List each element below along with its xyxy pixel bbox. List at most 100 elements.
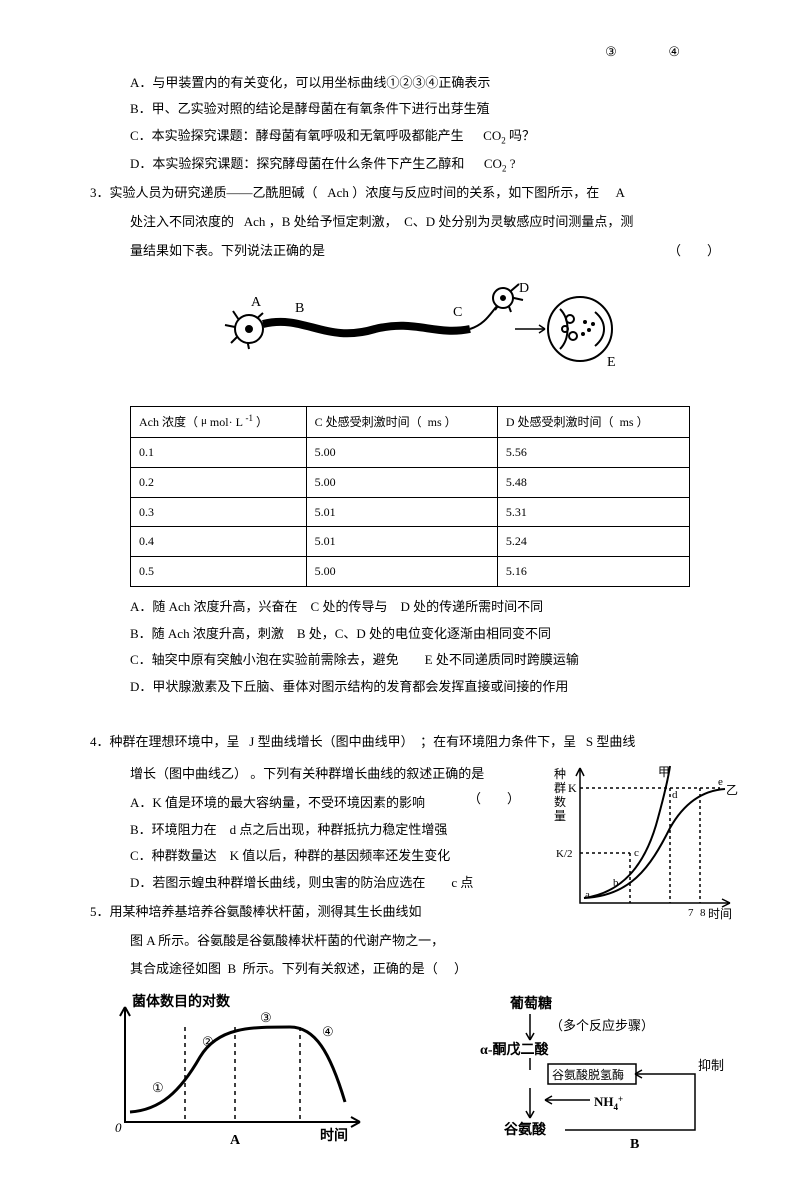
q2-opt-b: B．甲、乙实验对照的结论是酵母菌在有氧条件下进行出芽生殖 (90, 97, 740, 122)
q4-chart: 种 群 数 量 K K/2 甲 乙 a b c d e 7 8 时间 (550, 758, 740, 936)
th-ach: Ach 浓度（ μ mol· L -1 ） (131, 407, 307, 438)
r3c: 5.01 (306, 527, 497, 557)
q4-xlabel: 时间 (708, 907, 732, 921)
q3s2a: 处注入不同浓度的 (130, 214, 234, 229)
r4d: 5.16 (497, 557, 689, 587)
h1f: ） (256, 415, 268, 429)
q3-stem-3: 量结果如下表。下列说法正确的是 （ ） (90, 239, 740, 264)
q2c-pre: C．本实验探究课题：酵母菌有氧呼吸和无氧呼吸都能产生 (130, 128, 464, 143)
q3s1d: A (615, 185, 624, 200)
q5a-xlabel: 时间 (320, 1127, 348, 1144)
q3-opt-a: A．随 Ach 浓度升高，兴奋在 C 处的传导与 D 处的传递所需时间不同 (90, 595, 740, 620)
ach-table: Ach 浓度（ μ mol· L -1 ） C 处感受刺激时间（ ms ） D … (130, 406, 690, 587)
q5b-svg: 葡萄糖 （多个反应步骤） α-酮戊二酸 谷氨酸脱氢酶 NH4+ 谷氨酸 抑制 B (460, 992, 740, 1152)
r2d: 5.31 (497, 497, 689, 527)
table-row: 0.55.005.16 (131, 557, 690, 587)
q3s1b: Ach (327, 185, 349, 200)
q4s1a: 4．种群在理想环境中，呈 (90, 734, 240, 749)
q4s1c: 型曲线增长（图中曲线甲） (258, 734, 414, 749)
table-row: 0.45.015.24 (131, 527, 690, 557)
q5-diagrams: 菌体数目的对数 ① ② ③ ④ 0 A 时间 (90, 992, 740, 1160)
lbl-a: A (251, 295, 262, 310)
q5a-p2: ② (202, 1034, 214, 1049)
q5b-top: 葡萄糖 (509, 995, 552, 1012)
q5a-ylabel: 菌体数目的对数 (132, 993, 231, 1010)
q5a-p1: ① (152, 1080, 164, 1095)
q5a-svg: 菌体数目的对数 ① ② ③ ④ 0 A 时间 (90, 992, 380, 1152)
q5-chart-b: 葡萄糖 （多个反应步骤） α-酮戊二酸 谷氨酸脱氢酶 NH4+ 谷氨酸 抑制 B (460, 992, 740, 1160)
q3-stem-1: 3．实验人员为研究递质——乙酰胆碱（ Ach ）浓度与反应时间的关系，如下图所示… (90, 181, 740, 206)
q3s3a: 量结果如下表。下列说法正确的是 (130, 243, 325, 258)
q5-chart-a: 菌体数目的对数 ① ② ③ ④ 0 A 时间 (90, 992, 380, 1160)
q4-opt-c: C．种群数量达 K 值以后，种群的基因频率还发生变化 (90, 844, 540, 869)
lbl-c: C (453, 305, 462, 320)
q5b-inh: 抑制 (698, 1058, 724, 1073)
q4-ylabel3: 数 (554, 794, 566, 809)
q5b-B: B (630, 1137, 639, 1152)
h2a: C 处感受刺激时间（ (315, 415, 422, 429)
h3c: ） (637, 415, 649, 429)
marker-4: ④ (620, 40, 680, 65)
h1b: μ (201, 415, 207, 427)
h3b: ms (620, 415, 634, 429)
r2c: 5.01 (306, 497, 497, 527)
q4-ylabel4: 量 (554, 809, 566, 823)
r1c: 5.00 (306, 467, 497, 497)
q3s2b: Ach (244, 214, 266, 229)
h1e: -1 (245, 413, 253, 423)
q4s1e: S (586, 734, 593, 749)
table-header: Ach 浓度（ μ mol· L -1 ） C 处感受刺激时间（ ms ） D … (131, 407, 690, 438)
q5s3d: ） (454, 961, 467, 976)
marker-3: ③ (557, 40, 617, 65)
q4-d: d (672, 789, 678, 801)
q5b-bot: 谷氨酸 (504, 1121, 547, 1138)
r4c: 5.00 (306, 557, 497, 587)
lbl-b: B (295, 301, 304, 316)
h1a: Ach 浓度（ (139, 415, 198, 429)
h1d: L (236, 415, 243, 429)
q2-opt-a: A．与甲装置内的有关变化，可以用坐标曲线①②③④正确表示 (90, 71, 740, 96)
q4s2a: 增长（图中曲线乙） (130, 766, 247, 781)
q4s1d: ；在有环境阻力条件下，呈 (420, 734, 576, 749)
th-c: C 处感受刺激时间（ ms ） (306, 407, 497, 438)
q3s2d: C、D 处分别为灵敏感应时间测量点，测 (404, 214, 633, 229)
q4-K2: K/2 (556, 848, 573, 860)
q5a-A: A (230, 1133, 241, 1148)
q4-t8: 8 (700, 907, 706, 919)
r3d: 5.24 (497, 527, 689, 557)
q3-opt-c: C．轴突中原有突触小泡在实验前需除去，避免 E 处不同递质同时跨膜运输 (90, 648, 740, 673)
r1d: 5.48 (497, 467, 689, 497)
q5b-enz: 谷氨酸脱氢酶 (552, 1067, 624, 1082)
q4-jia: 甲 (658, 765, 670, 779)
th-d: D 处感受刺激时间（ ms ） (497, 407, 689, 438)
q4-e: e (718, 776, 723, 788)
q5-stem-2: 图 A 所示。谷氨酸是谷氨酸棒状杆菌的代谢产物之一， (90, 929, 540, 954)
q4s2b: 。下列有关种群增长曲线的叙述正确的是 (250, 766, 484, 781)
lbl-d: D (519, 281, 529, 296)
q4-opt-b: B．环境阻力在 d 点之后出现，种群抵抗力稳定性增强 (90, 818, 540, 843)
q3-paren: （ ） (668, 239, 740, 264)
h3a: D 处感受刺激时间（ (506, 415, 614, 429)
q5a-p3: ③ (260, 1010, 272, 1025)
q2d-co2: CO (484, 156, 502, 171)
q4-svg: 种 群 数 量 K K/2 甲 乙 a b c d e 7 8 时间 (550, 758, 740, 928)
q2-opt-d: D．本实验探究课题：探究酵母菌在什么条件下产生乙醇和 CO2 ? (90, 152, 740, 178)
r1a: 0.2 (131, 467, 307, 497)
h2b: ms (428, 415, 442, 429)
q5b-mid: α-酮戊二酸 (480, 1041, 549, 1058)
q3s2c: ，B 处给予恒定刺激， (269, 214, 398, 229)
q3-opt-d: D．甲状腺激素及下丘脑、垂体对图示结构的发育都会发挥直接或间接的作用 (90, 675, 740, 700)
r0c: 5.00 (306, 437, 497, 467)
q4-stem-1: 4．种群在理想环境中，呈 J 型曲线增长（图中曲线甲） ；在有环境阻力条件下，呈… (90, 730, 740, 755)
r0d: 5.56 (497, 437, 689, 467)
q4-stem-2: 增长（图中曲线乙） 。下列有关种群增长曲线的叙述正确的是 （ ） (90, 762, 540, 787)
h1c: mol· (210, 415, 233, 429)
table-row: 0.25.005.48 (131, 467, 690, 497)
top-markers: ③ ④ (90, 40, 740, 65)
neuron-diagram: A B C D E (90, 274, 740, 393)
lbl-e: E (607, 355, 615, 370)
q2d-co2sub: 2 (502, 163, 507, 173)
q5b-steps: （多个反应步骤） (550, 1018, 654, 1033)
r2a: 0.3 (131, 497, 307, 527)
q2c-co2sub: 2 (501, 136, 506, 146)
